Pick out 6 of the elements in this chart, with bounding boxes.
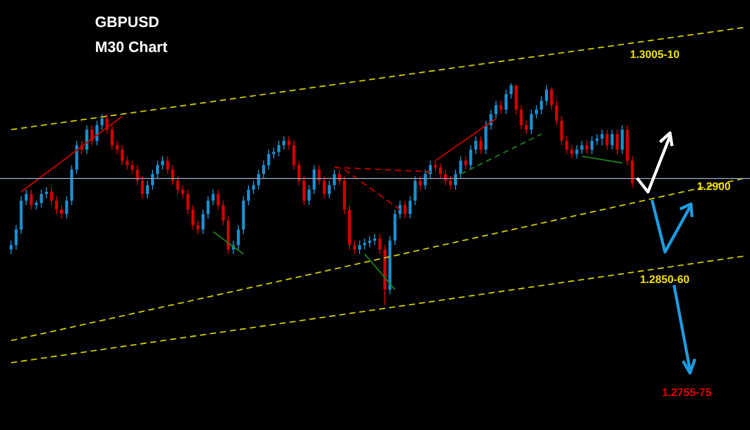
text: 1.2755-75 [662,387,712,399]
annotation: 1.2900 [697,181,731,193]
chart-subtitle: M30 Chart [95,39,168,56]
text: 1.3005-10 [630,49,680,61]
annotation: 1.2850-60 [640,274,690,286]
chart-title: GBPUSD [95,14,160,31]
